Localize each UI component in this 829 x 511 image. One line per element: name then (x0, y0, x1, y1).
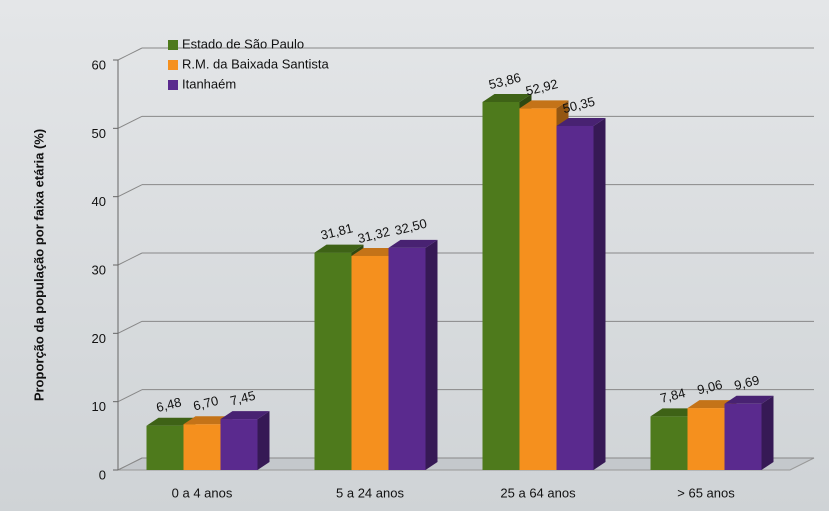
y-tick-label: 20 (92, 331, 106, 346)
bar-front (650, 416, 688, 470)
bar-top (687, 400, 737, 409)
bar-front (183, 424, 221, 470)
bar-side (761, 395, 774, 470)
bar-top (351, 247, 401, 256)
y-tick-label: 30 (92, 262, 106, 277)
bar-front (724, 403, 762, 470)
y-tick-label: 10 (92, 399, 106, 414)
bar-top (146, 417, 196, 426)
bar-front (482, 101, 520, 470)
y-tick-label: 60 (92, 57, 106, 72)
bar (556, 117, 606, 471)
data-label: 9,06 (696, 377, 724, 398)
data-label: 6,48 (155, 394, 183, 415)
grid-line-depth (117, 457, 143, 471)
legend-label: Itanhaém (182, 76, 236, 91)
grid-line-depth (117, 115, 143, 129)
x-tick-label: 5 a 24 anos (336, 485, 404, 500)
data-label: 7,84 (659, 385, 687, 406)
bar-top (388, 239, 438, 248)
legend-swatch (168, 80, 178, 90)
x-tick-label: 25 a 64 anos (500, 485, 576, 500)
y-tick-label: 40 (92, 194, 106, 209)
bar-top (314, 244, 364, 253)
legend-swatch (168, 60, 178, 70)
bar-top (724, 395, 774, 404)
x-tick-label: 0 a 4 anos (172, 485, 233, 500)
bar-front (146, 425, 184, 470)
grid-line-depth (117, 47, 143, 61)
data-label: 9,69 (733, 372, 761, 393)
legend-label: Estado de São Paulo (182, 36, 304, 51)
bar-front (519, 108, 557, 470)
legend-swatch (168, 40, 178, 50)
bar-side (257, 411, 270, 470)
grid-line-depth (117, 184, 143, 198)
bar-side (593, 117, 606, 471)
bar (724, 395, 774, 470)
bar-side (425, 239, 438, 470)
x-tick-label: > 65 anos (677, 485, 735, 500)
bar (220, 411, 270, 470)
bar-top (183, 416, 233, 425)
y-tick-label: 50 (92, 126, 106, 141)
bar (388, 239, 438, 470)
legend-label: R.M. da Baixada Santista (182, 56, 329, 71)
data-label: 6,70 (192, 393, 220, 414)
bar-front (220, 419, 258, 470)
bar-top (220, 411, 270, 420)
bar-top (650, 408, 700, 417)
y-axis-label: Proporção da população por faixa etária … (31, 129, 46, 401)
bar-top (482, 93, 532, 102)
bar-top (519, 100, 569, 109)
grid-line-depth (117, 320, 143, 334)
bar-front (314, 252, 352, 470)
bar-front (556, 125, 594, 471)
grid-line-depth (117, 252, 143, 266)
bar-front (687, 408, 725, 470)
data-label: 7,45 (229, 388, 257, 409)
y-tick-label: 0 (99, 467, 106, 482)
bar-front (388, 247, 426, 470)
bar-front (351, 255, 389, 470)
grid-line-depth (117, 389, 143, 403)
bar-top (556, 117, 606, 126)
